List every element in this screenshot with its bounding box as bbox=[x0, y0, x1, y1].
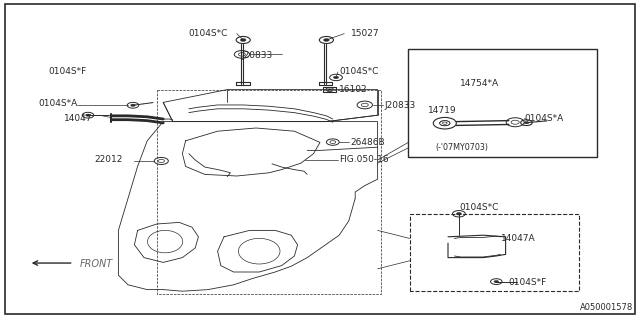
Circle shape bbox=[86, 114, 90, 116]
Circle shape bbox=[131, 104, 135, 107]
Text: FIG.050-16: FIG.050-16 bbox=[339, 156, 389, 164]
Text: 0104S*C: 0104S*C bbox=[339, 68, 379, 76]
Text: J20833: J20833 bbox=[242, 52, 273, 60]
Text: 14754*A: 14754*A bbox=[460, 79, 499, 88]
Text: 14047A: 14047A bbox=[500, 234, 535, 243]
Circle shape bbox=[324, 39, 329, 41]
Text: 14047: 14047 bbox=[64, 114, 93, 123]
Circle shape bbox=[333, 76, 339, 79]
Text: (-'07MY0703): (-'07MY0703) bbox=[435, 143, 488, 152]
Text: J20833: J20833 bbox=[384, 101, 415, 110]
Text: 16102: 16102 bbox=[339, 85, 368, 94]
Text: FRONT: FRONT bbox=[80, 259, 113, 269]
Circle shape bbox=[456, 212, 461, 215]
Circle shape bbox=[524, 122, 529, 124]
Circle shape bbox=[328, 89, 331, 90]
Bar bbox=[408, 49, 597, 157]
Text: 0104S*A: 0104S*A bbox=[38, 100, 77, 108]
Text: 14719: 14719 bbox=[428, 106, 456, 115]
Text: 0104S*F: 0104S*F bbox=[509, 278, 547, 287]
Text: 0104S*C: 0104S*C bbox=[189, 29, 228, 38]
Text: 22012: 22012 bbox=[95, 156, 123, 164]
Text: 0104S*F: 0104S*F bbox=[48, 68, 86, 76]
Text: 15027: 15027 bbox=[351, 29, 380, 38]
Circle shape bbox=[241, 39, 246, 41]
Text: A050001578: A050001578 bbox=[580, 303, 634, 312]
Text: 0104S*C: 0104S*C bbox=[460, 203, 499, 212]
Circle shape bbox=[494, 280, 499, 283]
Text: 26486B: 26486B bbox=[351, 138, 385, 147]
Text: 0104S*A: 0104S*A bbox=[525, 114, 564, 123]
